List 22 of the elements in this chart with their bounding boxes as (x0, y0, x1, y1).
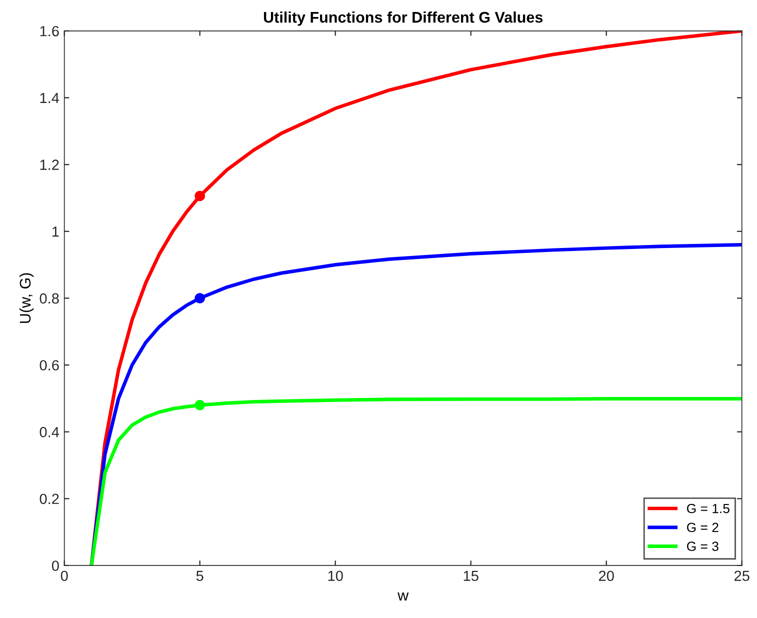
y-tick-label: 0.4 (40, 426, 60, 438)
y-axis-title: U(w, G) (19, 273, 34, 323)
y-tick-label: 1.6 (40, 26, 59, 36)
y-tick-label: 1.4 (40, 92, 60, 104)
legend-label: G = 2 (687, 522, 718, 532)
x-tick-label: 0 (60, 570, 68, 582)
x-tick-label: 5 (196, 570, 204, 582)
x-tick-label: 25 (734, 570, 750, 582)
y-tick-label: 0.6 (40, 360, 59, 370)
y-tick-label: 0.2 (40, 494, 59, 504)
legend-label: G = 3 (687, 542, 718, 551)
line-series (90, 397, 742, 566)
y-tick-label: 0 (52, 560, 59, 571)
chart-title: Utility Functions for Different G Values (264, 11, 543, 26)
x-tick-label: 15 (464, 570, 478, 582)
legend-label: G = 1.5 (687, 504, 730, 514)
x-tick-label: 10 (328, 570, 343, 582)
x-tick-label: 20 (598, 570, 614, 582)
y-tick-label: 1.2 (40, 160, 59, 170)
x-axis-title: w (398, 592, 409, 601)
y-tick-label: 0.8 (40, 293, 59, 304)
y-tick-label: 1 (52, 226, 59, 237)
